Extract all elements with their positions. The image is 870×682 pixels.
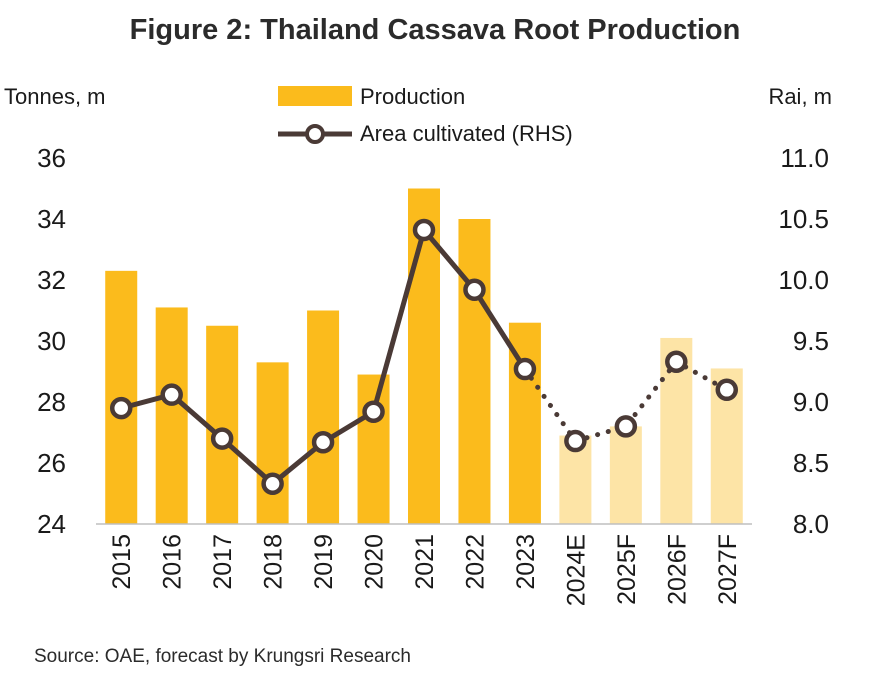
- left-tick-label: 34: [37, 204, 66, 234]
- area-point: [362, 400, 385, 424]
- area-point: [463, 278, 486, 302]
- x-tick-label: 2027F: [714, 534, 742, 605]
- area-point: [109, 396, 133, 420]
- area-point: [513, 357, 537, 381]
- chart-title: Figure 2: Thailand Cassava Root Producti…: [129, 14, 741, 46]
- area-point: [665, 350, 688, 373]
- right-tick-label: 8.0: [793, 509, 829, 539]
- area-point: [614, 415, 638, 438]
- left-tick-label: 36: [37, 143, 66, 173]
- production-bar: [307, 310, 340, 524]
- left-tick-label: 30: [37, 326, 66, 356]
- right-tick-label: 10.5: [778, 204, 829, 234]
- right-tick-label: 8.5: [793, 448, 829, 478]
- production-bar: [609, 426, 642, 524]
- area-point: [160, 383, 183, 406]
- left-tick-label: 26: [37, 448, 66, 478]
- left-tick-label: 24: [37, 509, 66, 539]
- production-bar: [155, 307, 188, 524]
- x-tick-label: 2024E: [562, 534, 590, 606]
- left-axis-label: Tonnes, m: [4, 84, 106, 109]
- area-point: [311, 431, 335, 454]
- production-bar: [256, 362, 289, 524]
- area-markers: [109, 218, 739, 495]
- area-point: [412, 218, 436, 242]
- legend-area-label: Area cultivated (RHS): [360, 121, 573, 146]
- area-line-forecast: [522, 358, 730, 444]
- left-axis-ticks: 24 26 28 30 32 34 36: [37, 143, 66, 539]
- production-bar: [206, 325, 239, 524]
- right-axis-ticks: 8.0 8.5 9.0 9.5 10.0 10.5 11.0: [778, 143, 829, 539]
- x-tick-label: 2019: [310, 534, 338, 590]
- x-tick-label: 2025F: [613, 534, 641, 605]
- x-axis-labels: 2015 2016 2017 2018 2019 2020 2021 2022 2023 2024…: [108, 534, 742, 606]
- right-axis-label: Rai, m: [768, 84, 832, 109]
- left-tick-label: 32: [37, 265, 66, 295]
- x-tick-label: 2018: [260, 534, 288, 590]
- area-point: [715, 378, 739, 402]
- x-tick-label: 2020: [361, 534, 389, 590]
- legend-area-marker: [305, 124, 325, 144]
- x-tick-label: 2017: [209, 534, 237, 590]
- left-tick-label: 28: [37, 387, 66, 417]
- x-tick-label: 2021: [411, 534, 439, 590]
- right-tick-label: 10.0: [778, 265, 829, 295]
- x-tick-label: 2015: [108, 534, 136, 590]
- right-tick-label: 9.0: [793, 387, 829, 417]
- right-tick-label: 9.5: [793, 326, 829, 356]
- x-tick-label: 2016: [159, 534, 187, 590]
- x-tick-label: 2023: [512, 534, 540, 590]
- production-bar: [357, 374, 390, 524]
- source-note: Source: OAE, forecast by Krungsri Resear…: [34, 646, 411, 667]
- production-bar: [458, 219, 491, 524]
- right-tick-label: 11.0: [780, 143, 829, 173]
- area-point: [564, 429, 587, 453]
- legend: Production Area cultivated (RHS): [278, 84, 573, 146]
- legend-production-label: Production: [360, 84, 465, 109]
- area-point: [261, 472, 284, 495]
- production-bars: [105, 188, 743, 524]
- legend-production-swatch: [278, 86, 352, 106]
- x-tick-label: 2026F: [663, 534, 691, 605]
- x-tick-label: 2022: [461, 534, 489, 590]
- area-point: [210, 427, 234, 450]
